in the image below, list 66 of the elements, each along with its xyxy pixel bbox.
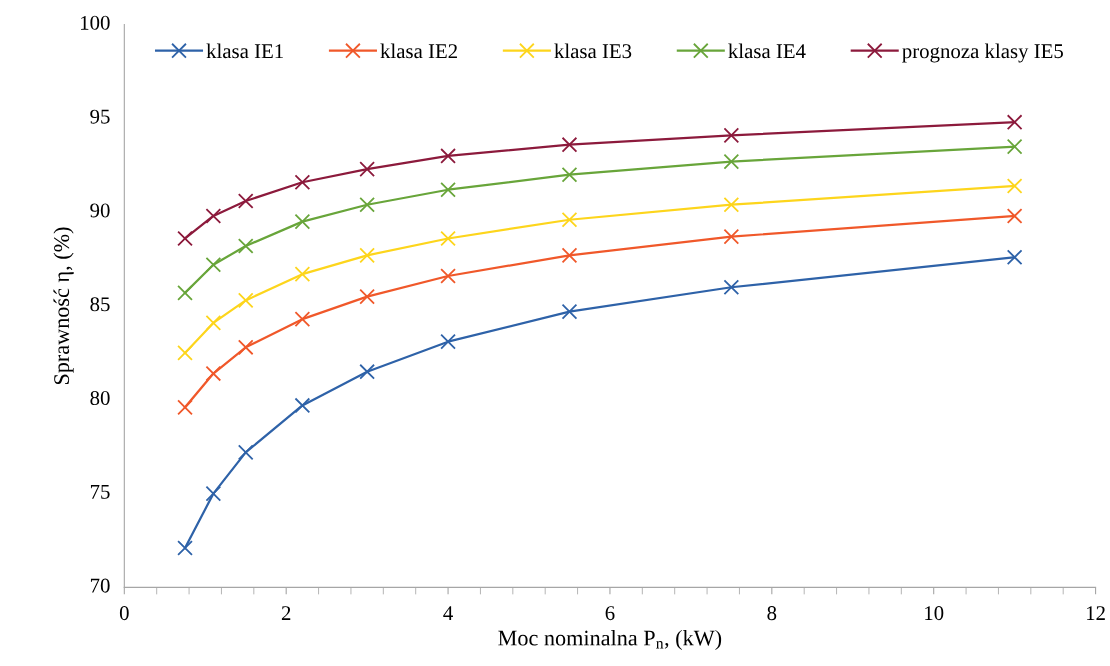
point [237,193,254,209]
point [440,230,456,247]
point [440,333,456,350]
point [723,196,740,213]
point [237,238,254,254]
y-tick-label: 100 [81,15,110,30]
legend-label: prognoza klasy IE5 [902,43,1063,63]
point [177,285,193,301]
y-tick-label: 90 [90,203,110,218]
point [723,228,740,245]
y-tick-label: 80 [90,390,110,406]
point [205,256,222,273]
point [359,247,375,264]
x-tick-label: 12 [1086,606,1105,620]
point [294,213,311,230]
y-tick-label: 75 [90,484,110,499]
legend-label: klasa IE4 [728,43,806,59]
y-axis-title: Sprawność η, (%) [53,227,74,385]
point [723,279,740,296]
point [723,153,740,170]
legend-label: klasa IE1 [206,43,283,59]
point [177,345,193,361]
x-tick-label: 2 [281,606,291,620]
x-tick-label: 0 [119,606,129,621]
point [359,161,375,177]
x-tick-label: 10 [925,606,944,621]
point [561,303,578,320]
point [359,363,375,380]
y-tick-label: 95 [90,109,110,124]
point [205,208,222,224]
x-tick-label: 4 [443,606,453,620]
point [237,444,254,461]
point [294,397,311,414]
y-tick-label: 85 [90,297,110,312]
point [177,230,193,247]
point [1006,178,1023,194]
point [440,148,456,164]
point [1006,138,1023,155]
x-tick-label: 8 [767,606,777,621]
point [237,292,254,309]
point [237,339,254,356]
point [294,311,311,328]
point [561,247,578,264]
point [294,174,311,191]
point [1006,249,1023,266]
point [359,288,375,305]
x-tick-label: 6 [605,606,615,621]
point [561,211,578,228]
point [177,540,193,556]
point [440,181,456,198]
point [205,315,222,331]
legend-label: klasa IE3 [554,43,632,59]
point [177,399,193,416]
point [359,196,375,213]
point [440,268,456,284]
legend-label: klasa IE2 [380,43,457,59]
y-tick-label: 70 [90,578,110,593]
x-axis-title: Moc nominalna P$_{n}$, (kW) [498,629,722,651]
point [205,365,222,382]
point [294,266,311,282]
point [205,485,222,502]
point [1006,114,1023,131]
point [1006,208,1023,224]
point [723,127,740,144]
point [561,166,578,183]
point [561,136,578,153]
